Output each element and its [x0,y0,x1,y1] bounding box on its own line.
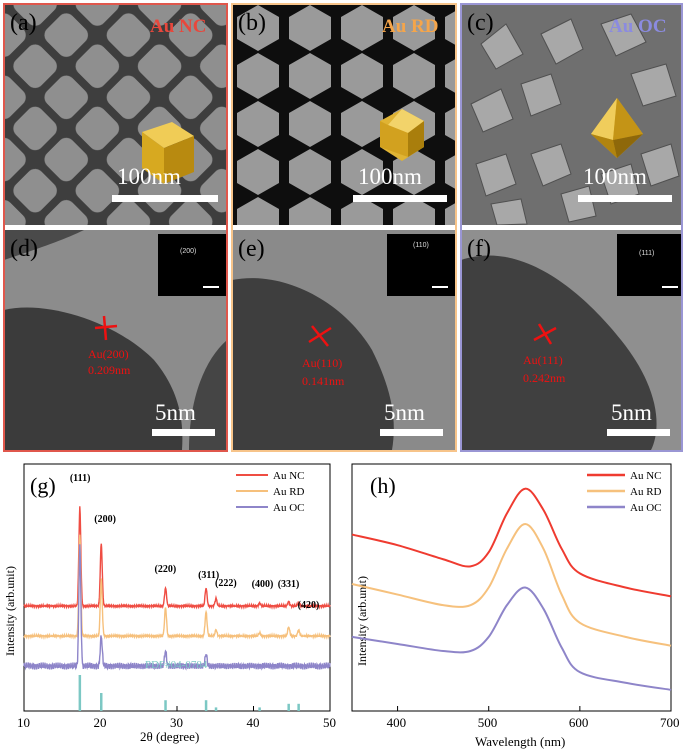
panel-letter: (h) [370,473,396,498]
x-axis-label: 2θ (degree) [140,729,199,744]
legend-label: Au NC [630,470,661,482]
lattice-marker-icon [94,315,118,341]
series-line [23,534,331,640]
peak-label: (331) [278,579,300,590]
lattice-marker-icon [533,323,557,345]
scale-bar-label: 5nm [611,400,652,425]
panel-e-tem: (e) (110) Au(110) 0.141nm 5nm [232,230,455,450]
lattice-spacing-label: 0.242nm [523,371,566,385]
inset-label: (110) [413,242,429,249]
peak-label: (111) [70,473,91,484]
panel-a-sem: (a) Au NC 100nm [4,4,227,225]
legend-label: Au RD [273,486,305,498]
panel-b-sem: (b) Au RD 100nm [232,4,455,225]
scale-bar-label: 100nm [358,164,422,189]
lattice-spacing-label: 0.209nm [88,363,131,377]
xrd-chart: (g) Intensity (arb.unit) 2θ (degree) 10 2… [3,463,336,744]
x-tick-label: 30 [170,715,183,730]
panel-letter: (g) [30,473,56,498]
au-octahedra-sem-image [461,4,681,225]
saed-inset: (111) [617,234,681,296]
peak-label: (420) [298,600,320,611]
scale-bar [353,195,447,202]
scale-bar-label: 5nm [155,400,196,425]
plot-frame [351,463,672,712]
lattice-marker-icon [308,325,332,347]
scale-bar [152,429,215,436]
y-axis-label: Intensity (arb.unit) [3,566,17,656]
panel-f-tem: (f) (111) Au(111) 0.242nm 5nm [461,230,681,450]
lattice-spacing-label: 0.141nm [302,374,345,388]
peak-label: (311) [198,570,219,581]
legend-label: Au OC [630,502,661,514]
saed-inset: (200) [158,234,226,296]
panel-letter: (a) [10,10,37,36]
x-tick-label: 600 [569,715,589,730]
peak-label: (200) [94,514,116,525]
saed-inset: (110) [387,234,455,296]
octahedron-model-icon [591,98,643,158]
lattice-plane-label: Au(111) [523,353,563,367]
legend-label: Au OC [273,502,304,514]
panel-letter: (f) [467,236,491,262]
series-line [351,487,672,598]
series-line [23,506,331,610]
au-rhombic-dodecahedra-sem-image [232,4,455,225]
panel-letter: (e) [238,236,265,262]
peak-label: (222) [215,578,237,589]
inset-scale-bar [662,286,678,288]
peak-label: (400) [252,579,274,590]
peak-label: (220) [155,564,177,575]
cube-model-icon [142,122,194,184]
uv-vis-chart: (h) Intensity (arb.unit) Wavelength (nm)… [351,463,680,749]
legend-label: Au NC [273,470,304,482]
scale-bar-label: 100nm [583,164,647,189]
reference-label: PDF#04-0784 [145,659,208,671]
series-line [351,586,672,691]
inset-label: (111) [639,250,655,257]
lattice-plane-label: Au(110) [302,356,343,370]
inset-scale-bar [203,286,219,288]
panel-title: Au OC [609,16,667,37]
x-tick-label: 50 [323,715,336,730]
rhombic-dodecahedron-model-icon [380,109,424,161]
x-tick-label: 40 [247,715,260,730]
scale-bar-label: 5nm [384,400,425,425]
x-tick-label: 20 [94,715,107,730]
lattice-plane-label: Au(200) [88,347,129,361]
panel-letter: (b) [238,10,266,36]
au-rhombic-dodecahedra-hrtem-image [232,230,455,450]
scale-bar [380,429,443,436]
scale-bar [607,429,670,436]
scale-bar [112,195,218,202]
x-tick-label: 500 [478,715,498,730]
x-tick-label: 400 [387,715,406,730]
scale-bar-label: 100nm [117,164,181,189]
panel-c-sem: (c) Au OC 100nm [461,4,681,225]
panel-title: Au NC [150,16,207,37]
inset-label: (200) [180,248,197,255]
scale-bar [578,195,672,202]
legend-label: Au RD [630,486,662,498]
series-line [23,544,331,671]
panel-d-tem: (d) (200) Au(200) 0.209nm 5nm [4,230,227,450]
au-nanocube-sem-image [4,4,227,225]
y-axis-label: Intensity (arb.unit) [355,576,369,666]
x-axis-label: Wavelength (nm) [475,734,565,749]
series-line [351,522,672,647]
panel-title: Au RD [382,16,439,37]
inset-scale-bar [432,286,448,288]
x-tick-label: 700 [660,715,680,730]
panel-letter: (c) [467,10,494,36]
panel-letter: (d) [10,236,38,262]
x-tick-label: 10 [17,715,30,730]
